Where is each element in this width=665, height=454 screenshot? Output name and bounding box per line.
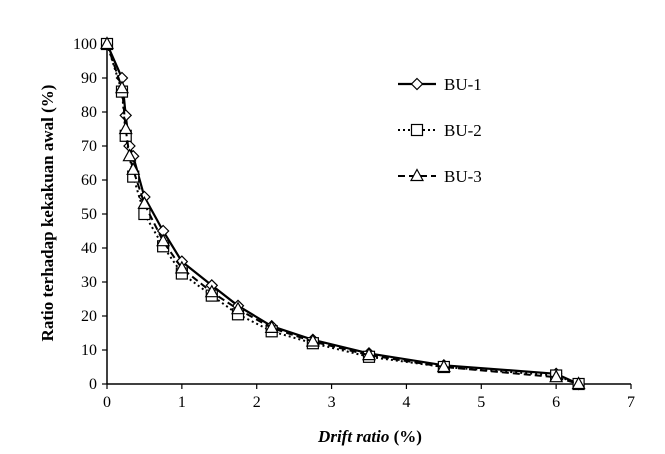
data-point [118, 121, 133, 135]
x-axis-title: Drift ratio (%) [317, 427, 422, 446]
series-layer [99, 36, 586, 391]
data-point [138, 207, 151, 221]
data-point [436, 359, 451, 373]
data-point [361, 347, 377, 361]
legend-label: BU-2 [444, 121, 482, 140]
x-tick-label: 4 [402, 394, 410, 411]
series-bu-3 [99, 36, 586, 390]
x-tick-label: 5 [477, 394, 485, 411]
data-point [204, 284, 219, 298]
legend-entry-bu-3: BU-3 [398, 167, 482, 186]
y-tick-label: 90 [81, 70, 97, 87]
y-axis-title: Ratio terhadap kekakuan awal (%) [38, 85, 57, 342]
series-bu-2 [100, 37, 585, 391]
data-point [99, 36, 115, 50]
x-tick-label: 0 [103, 394, 111, 411]
legend-label: BU-3 [444, 167, 482, 186]
y-tick-label: 30 [81, 274, 97, 291]
x-tick-label: 2 [253, 394, 261, 411]
data-point [549, 369, 564, 383]
x-tick-label: 1 [178, 394, 186, 411]
legend-entry-bu-1: BU-1 [398, 75, 482, 94]
data-point [126, 162, 141, 175]
y-tick-label: 80 [81, 104, 97, 121]
data-point [230, 301, 246, 315]
legend-marker [409, 168, 425, 182]
data-point [174, 260, 189, 274]
legend: BU-1 BU-2 BU-3 [398, 75, 482, 186]
data-point [305, 333, 320, 347]
x-axis-title-italic: Drift ratio [317, 427, 389, 446]
data-point [137, 196, 152, 209]
y-tick-label: 20 [81, 308, 97, 325]
y-tick-label: 70 [81, 138, 97, 155]
legend-label: BU-1 [444, 75, 482, 94]
legend-marker [410, 123, 424, 137]
data-point [114, 80, 129, 94]
axes [106, 44, 631, 385]
data-point [122, 148, 137, 162]
x-axis-title-unit: (%) [389, 427, 422, 446]
y-tick-label: 0 [89, 376, 97, 393]
y-tick-label: 50 [81, 206, 97, 223]
x-ticks: 0 1 2 3 4 5 6 7 [103, 384, 635, 411]
y-tick-label: 100 [73, 36, 97, 53]
data-point [571, 376, 586, 390]
y-ticks: 0 10 20 30 40 50 60 70 80 90 100 [73, 36, 107, 393]
x-tick-label: 3 [328, 394, 336, 411]
x-tick-label: 6 [552, 394, 560, 411]
data-point [264, 320, 279, 333]
series-bu-1 [100, 37, 585, 391]
series-line [106, 43, 579, 385]
series-line [106, 43, 579, 385]
legend-entry-bu-2: BU-2 [398, 121, 482, 140]
x-tick-label: 7 [627, 394, 635, 411]
y-tick-label: 60 [81, 172, 97, 189]
y-tick-label: 10 [81, 342, 97, 359]
legend-marker [410, 77, 424, 91]
data-point [156, 233, 171, 247]
y-tick-label: 40 [81, 240, 97, 257]
series-line [105, 43, 580, 386]
